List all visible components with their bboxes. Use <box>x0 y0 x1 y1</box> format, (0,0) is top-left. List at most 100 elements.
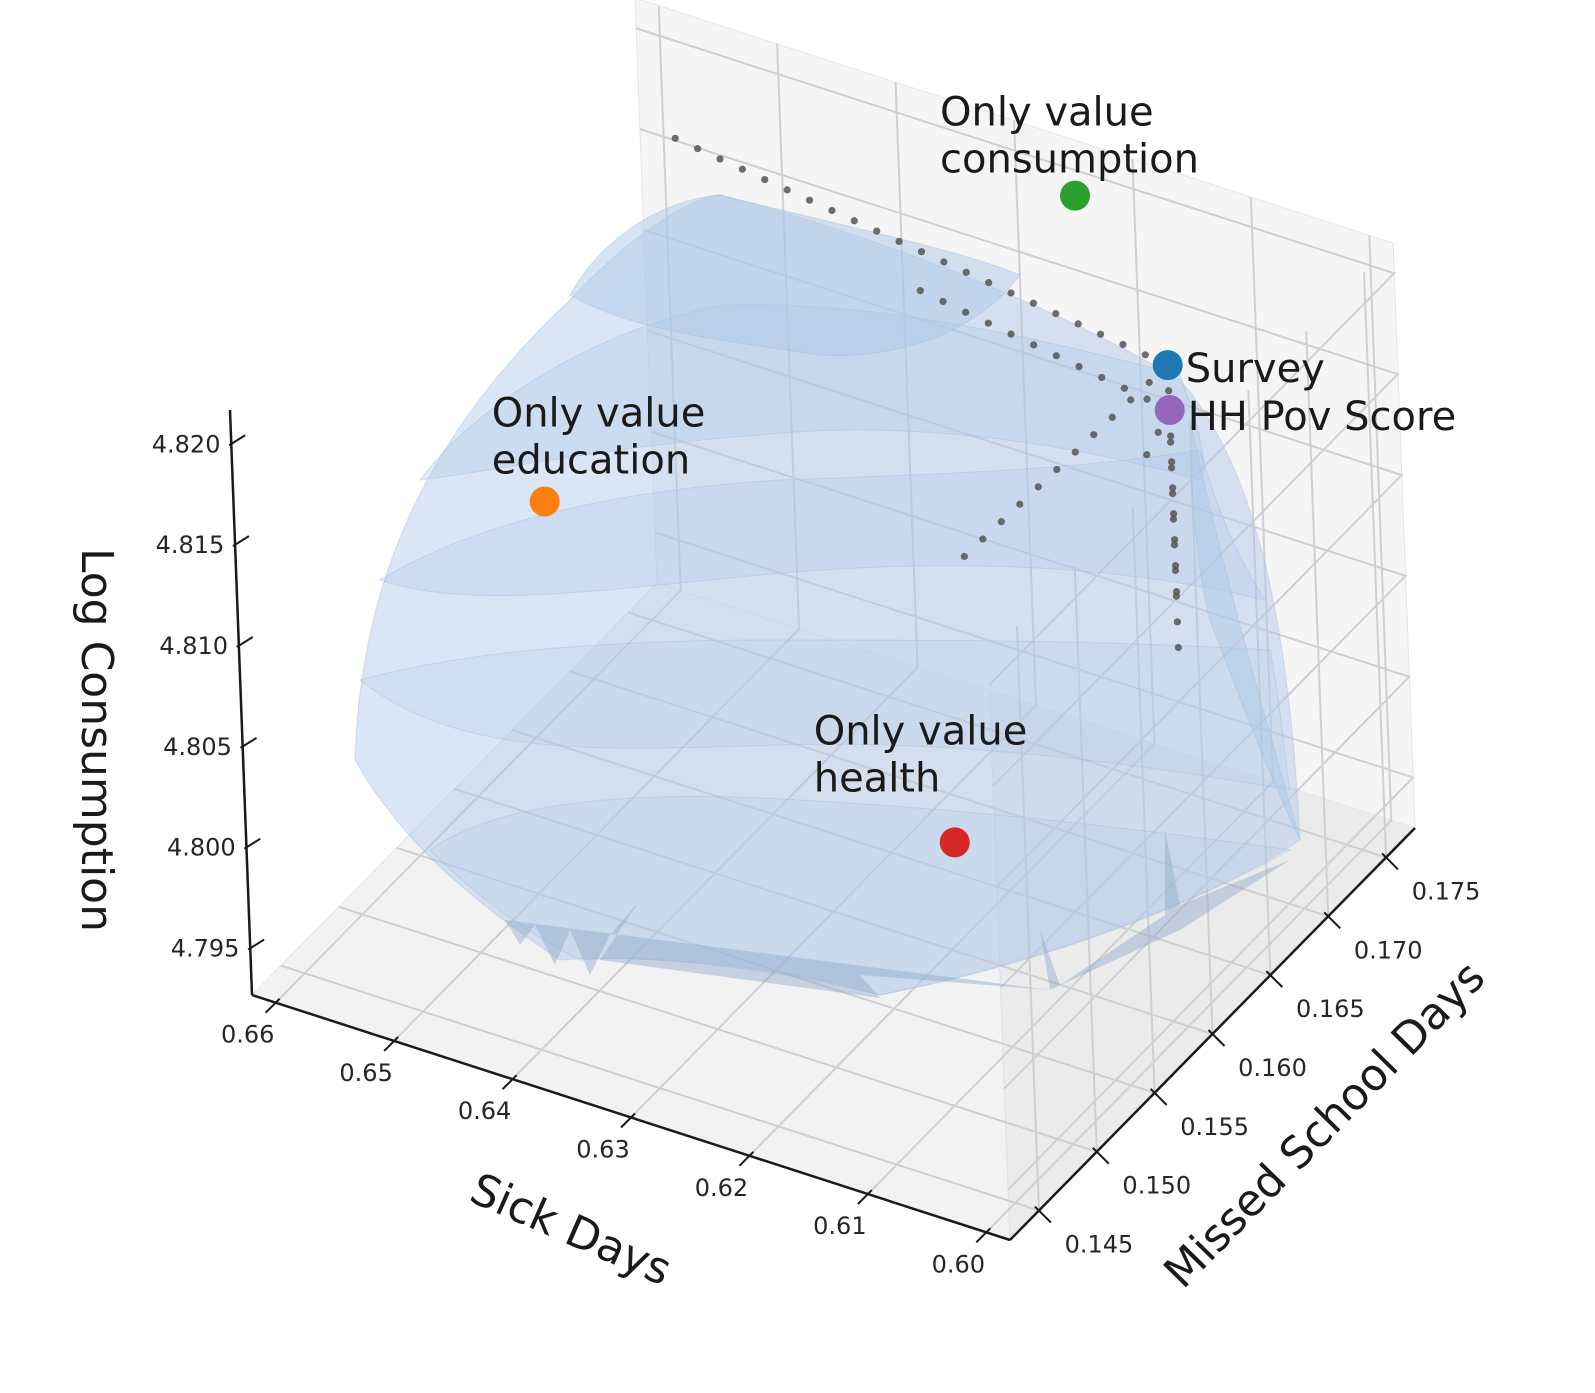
label-line: Survey <box>1186 346 1325 392</box>
z-tick-label: 4.805 <box>163 733 232 761</box>
grid-line-x <box>748 158 1156 1157</box>
path-dot <box>694 145 702 153</box>
path-dot <box>1173 618 1181 626</box>
grid-line-x <box>630 120 1038 1119</box>
path-dot <box>1172 587 1181 596</box>
point-only-value-health <box>939 827 970 858</box>
path-dot <box>1168 458 1176 466</box>
path-dot <box>1171 562 1180 570</box>
path-dot <box>1169 484 1177 492</box>
path-dot <box>1075 363 1083 371</box>
path-dot <box>1167 438 1175 446</box>
x-tick <box>501 1074 518 1090</box>
y-tick-label: 0.170 <box>1354 936 1423 964</box>
path-dot <box>1071 448 1079 456</box>
x-tick-label: 0.65 <box>339 1059 392 1087</box>
x-tick <box>738 1151 755 1167</box>
path-dot <box>1154 428 1162 436</box>
z-tick-label: 4.820 <box>152 430 221 458</box>
y-tick <box>1381 852 1399 871</box>
surface-band <box>378 449 1267 601</box>
grid-line-x <box>274 5 682 1004</box>
path-dot <box>939 297 947 306</box>
z-tick <box>247 938 265 951</box>
y-tick-label: 0.160 <box>1238 1054 1307 1082</box>
path-dot <box>761 175 769 184</box>
x-tick-label: 0.62 <box>695 1174 748 1202</box>
path-dot <box>979 535 987 543</box>
path-dot <box>962 308 970 316</box>
path-dot <box>1052 352 1060 360</box>
label-line: HH Pov Score <box>1188 394 1456 440</box>
path-dot <box>1167 464 1176 472</box>
y-tick-label: 0.165 <box>1296 995 1365 1023</box>
surface-band <box>429 796 1292 996</box>
x-tick <box>383 1036 399 1052</box>
x-tick-label: 0.63 <box>576 1136 629 1164</box>
x-tick-label: 0.60 <box>932 1250 985 1278</box>
path-dot <box>873 227 881 235</box>
path-dot <box>1016 500 1024 508</box>
path-dot <box>1170 536 1179 544</box>
z-tick <box>236 636 254 648</box>
grid-line-z <box>635 27 1396 686</box>
x-tick-label: 0.66 <box>221 1021 274 1049</box>
z-tick-label: 4.810 <box>159 632 228 660</box>
z-tick <box>239 736 258 749</box>
path-dot <box>1007 289 1015 297</box>
path-dot <box>1170 541 1179 549</box>
grid-line-z <box>639 128 1400 787</box>
path-dot <box>1034 483 1042 491</box>
z-axis-label: Log Consumption <box>71 548 122 932</box>
point-survey <box>1152 350 1183 381</box>
axis-lines: 0.66 0.65 0.64 0.63 0.62 0.61 0.60 0.175 0.170 0.… <box>152 409 1480 1278</box>
path-dot <box>1052 309 1060 318</box>
point-label: Survey <box>1186 346 1325 392</box>
path-dot <box>671 134 679 142</box>
path-dot <box>1029 299 1037 307</box>
path-dot <box>1141 351 1149 359</box>
z-tick-label: 4.815 <box>156 531 225 559</box>
path-dot <box>1119 340 1127 349</box>
y-tick <box>1092 1147 1110 1165</box>
x-tick <box>857 1189 873 1205</box>
grid-line-z <box>647 329 1408 989</box>
path-dot <box>1165 387 1173 395</box>
path-dot <box>1120 384 1128 392</box>
z-axis-line <box>228 409 254 996</box>
z-tick <box>228 434 246 447</box>
path-dot <box>1030 341 1038 349</box>
y-tick <box>1265 970 1284 988</box>
path-dot <box>783 186 791 194</box>
grid-line-x <box>867 197 1274 1195</box>
y-tick-label: 0.155 <box>1180 1113 1249 1141</box>
path-dot <box>1145 378 1153 387</box>
path-dot <box>805 196 814 204</box>
surface <box>354 194 1301 998</box>
path-dot <box>1169 515 1178 523</box>
z-tick <box>232 535 250 547</box>
label-line: Only value <box>940 90 1154 136</box>
point-only-value-consumption <box>1060 180 1091 211</box>
label-line: health <box>814 755 941 801</box>
path-dot <box>962 268 970 276</box>
path-dot <box>917 248 926 256</box>
x-axis-label: Sick Days <box>463 1163 679 1296</box>
grid-line-z <box>654 531 1415 1191</box>
y-tick-label: 0.145 <box>1065 1231 1134 1259</box>
path-dot <box>1143 395 1151 403</box>
path-dot <box>1170 510 1178 518</box>
y-tick <box>1034 1205 1052 1224</box>
z-tick-label: 4.800 <box>167 834 236 862</box>
x-tick <box>620 1112 636 1129</box>
label-line: Only value <box>814 708 1028 754</box>
y-tick <box>1323 911 1341 929</box>
path-dot <box>716 155 724 163</box>
path-dot <box>916 287 924 295</box>
path-dot <box>1090 431 1098 439</box>
y-tick-label: 0.150 <box>1122 1172 1191 1200</box>
grid-line-z <box>651 430 1412 1090</box>
y-tick <box>1149 1088 1168 1106</box>
